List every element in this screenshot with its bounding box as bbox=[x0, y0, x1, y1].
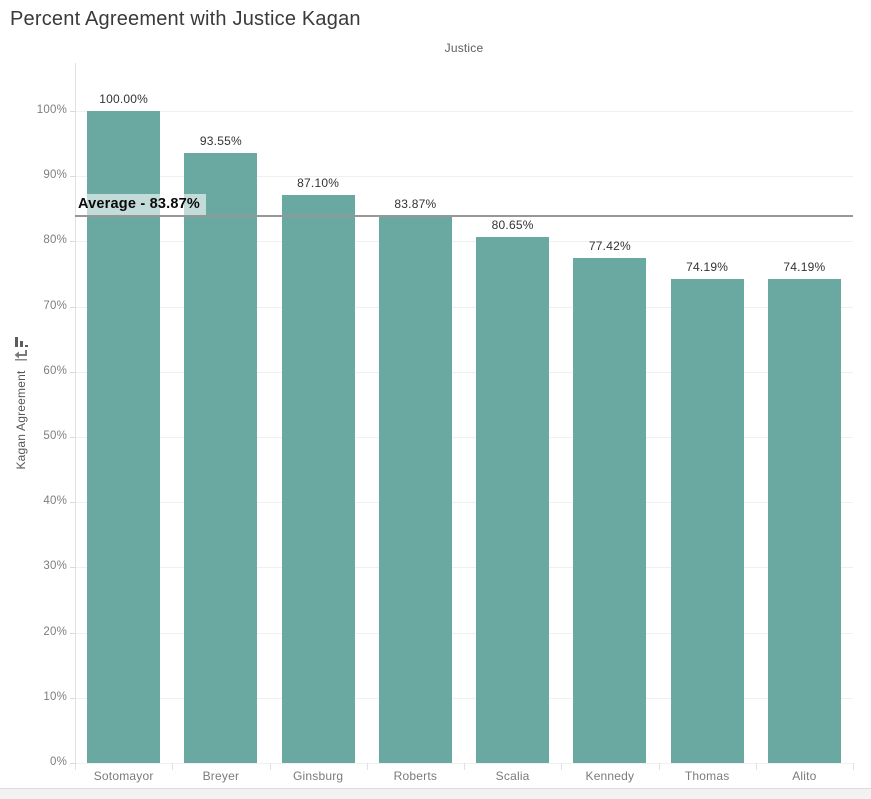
y-axis-title: Kagan Agreement bbox=[14, 370, 28, 470]
y-axis-tick-label: 80% bbox=[43, 234, 67, 247]
y-axis-tick bbox=[70, 111, 75, 112]
gridline bbox=[75, 567, 853, 569]
gridline bbox=[75, 632, 853, 634]
x-axis-label-thomas[interactable]: Thomas bbox=[684, 769, 730, 783]
bar-sotomayor[interactable] bbox=[87, 111, 161, 763]
bar-value-label: 83.87% bbox=[394, 197, 437, 212]
bar-breyer[interactable] bbox=[184, 153, 258, 763]
y-axis-tick-label: 100% bbox=[36, 104, 67, 116]
gridline bbox=[75, 176, 853, 178]
gridline bbox=[75, 697, 853, 699]
gridline bbox=[75, 111, 853, 112]
y-axis-tick bbox=[70, 176, 75, 178]
bar-kennedy[interactable] bbox=[573, 258, 647, 763]
y-axis-tick-label: 40% bbox=[43, 495, 67, 508]
x-axis-label-alito[interactable]: Alito bbox=[792, 769, 817, 783]
chart-title: Percent Agreement with Justice Kagan bbox=[10, 8, 361, 30]
bar-roberts[interactable] bbox=[378, 216, 452, 763]
y-axis-tick bbox=[70, 241, 75, 243]
bar-value-label: 100.00% bbox=[99, 92, 149, 106]
y-axis-tick-label: 90% bbox=[43, 169, 67, 182]
x-axis-label-roberts[interactable]: Roberts bbox=[393, 769, 438, 783]
average-reference-label: Average - 83.87% bbox=[76, 194, 206, 215]
bar-scalia[interactable] bbox=[476, 237, 550, 763]
y-axis-tick bbox=[70, 763, 75, 764]
bar-thomas[interactable] bbox=[670, 279, 744, 763]
average-reference-line bbox=[75, 215, 853, 217]
y-axis-tick bbox=[70, 306, 75, 308]
y-axis-tick bbox=[70, 697, 75, 699]
y-axis-tick bbox=[70, 632, 75, 634]
bar-value-label: 77.42% bbox=[588, 239, 631, 254]
gridline bbox=[75, 241, 853, 243]
bar-value-label: 87.10% bbox=[297, 176, 340, 191]
x-axis-column-tick bbox=[464, 763, 465, 770]
y-axis-tick-label: 10% bbox=[43, 690, 67, 703]
bar-value-label: 74.19% bbox=[686, 260, 729, 275]
bar-value-label: 93.55% bbox=[199, 134, 242, 149]
bar-value-label: 74.19% bbox=[783, 260, 826, 275]
y-axis-tick bbox=[70, 567, 75, 569]
x-axis-column-tick bbox=[658, 763, 660, 770]
x-axis-label-ginsburg[interactable]: Ginsburg bbox=[292, 769, 344, 783]
sort-descending-icon[interactable] bbox=[14, 336, 30, 367]
x-axis-label-breyer[interactable]: Breyer bbox=[202, 769, 240, 783]
x-axis-column-tick bbox=[561, 763, 563, 770]
x-axis-label-kennedy[interactable]: Kennedy bbox=[585, 769, 635, 783]
column-field-header: Justice bbox=[444, 41, 484, 55]
y-axis-tick-label: 20% bbox=[43, 625, 67, 638]
y-axis-line bbox=[75, 63, 76, 770]
y-axis-tick-label: 0% bbox=[49, 756, 67, 768]
y-axis-tick-label: 50% bbox=[43, 430, 67, 442]
gridline bbox=[75, 502, 853, 504]
bar-alito[interactable] bbox=[767, 279, 841, 763]
bar-ginsburg[interactable] bbox=[281, 195, 355, 763]
x-axis-label-scalia[interactable]: Scalia bbox=[495, 769, 530, 783]
x-axis-column-tick bbox=[172, 763, 174, 770]
bar-value-label: 80.65% bbox=[491, 218, 534, 233]
y-axis-title-wrap: Kagan Agreement bbox=[12, 370, 30, 469]
x-axis-column-tick bbox=[853, 763, 854, 770]
y-axis-tick bbox=[70, 371, 75, 373]
gridline bbox=[75, 437, 853, 438]
x-axis-label-sotomayor[interactable]: Sotomayor bbox=[93, 769, 154, 783]
x-axis-column-tick bbox=[269, 763, 271, 770]
y-axis-tick-label: 30% bbox=[43, 560, 67, 573]
y-axis-tick bbox=[70, 502, 75, 504]
x-axis-column-tick bbox=[755, 763, 757, 770]
gridline bbox=[75, 371, 853, 373]
horizontal-scrollbar[interactable] bbox=[0, 788, 871, 799]
gridline bbox=[75, 306, 853, 308]
y-axis-tick-label: 60% bbox=[43, 364, 67, 377]
x-axis-column-tick bbox=[366, 763, 368, 770]
y-axis-tick-label: 70% bbox=[43, 299, 67, 312]
y-axis-tick bbox=[70, 437, 75, 438]
